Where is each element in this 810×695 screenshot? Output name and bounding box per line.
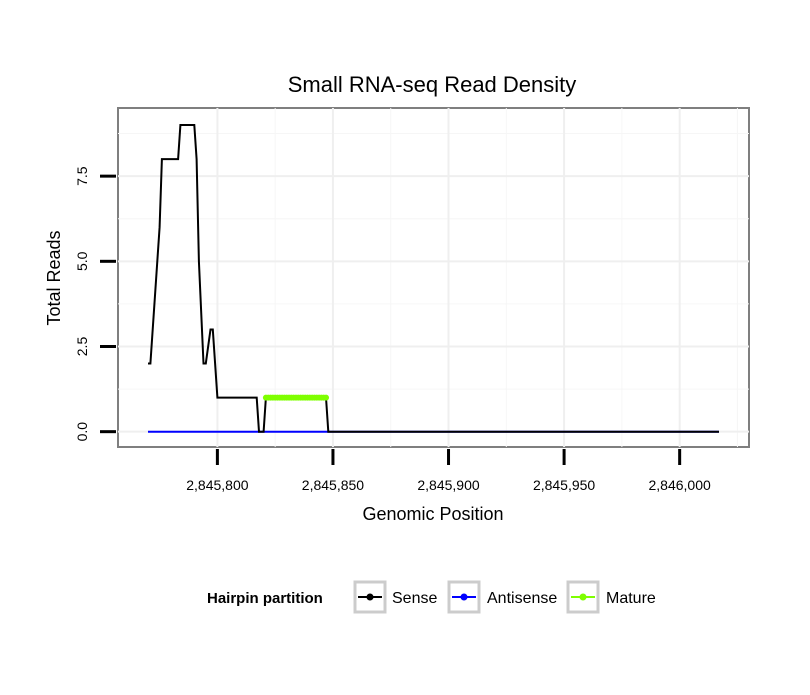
- legend-label: Antisense: [487, 590, 557, 607]
- plot-panel: [117, 107, 750, 448]
- y-tick-label: 7.5: [74, 166, 90, 186]
- x-tick-label: 2,845,950: [533, 477, 595, 493]
- y-axis-label: Total Reads: [44, 230, 64, 325]
- legend-item-sense: Sense: [353, 580, 437, 614]
- y-tick-label: 2.5: [74, 337, 90, 357]
- legend-item-mature: Mature: [566, 580, 656, 614]
- y-tick-label: 5.0: [74, 251, 90, 271]
- legend: Hairpin partition Sense Antisense Mature: [207, 580, 656, 614]
- x-axis: 2,845,800 2,845,850 2,845,900 2,845,950 2,84…: [186, 449, 711, 493]
- y-axis: 0.0 2.5 5.0 7.5: [74, 166, 116, 441]
- x-tick-label: 2,845,850: [302, 477, 364, 493]
- plot-area: [117, 107, 750, 448]
- x-tick-label: 2,846,000: [649, 477, 711, 493]
- legend-title: Hairpin partition: [207, 590, 323, 607]
- y-tick-label: 0.0: [74, 422, 90, 442]
- legend-key-point: [366, 593, 374, 601]
- legend-item-antisense: Antisense: [447, 580, 557, 614]
- legend-key-point: [460, 593, 468, 601]
- data-series: [148, 124, 719, 433]
- x-tick-label: 2,845,800: [186, 477, 248, 493]
- x-axis-label: Genomic Position: [362, 504, 503, 524]
- chart-title: Small RNA-seq Read Density: [288, 72, 577, 97]
- legend-key-point: [579, 593, 587, 601]
- series-line-sense: [148, 124, 719, 433]
- x-tick-label: 2,845,900: [417, 477, 479, 493]
- data-point-mature: [323, 394, 330, 401]
- legend-label: Mature: [606, 590, 656, 607]
- legend-label: Sense: [392, 590, 437, 607]
